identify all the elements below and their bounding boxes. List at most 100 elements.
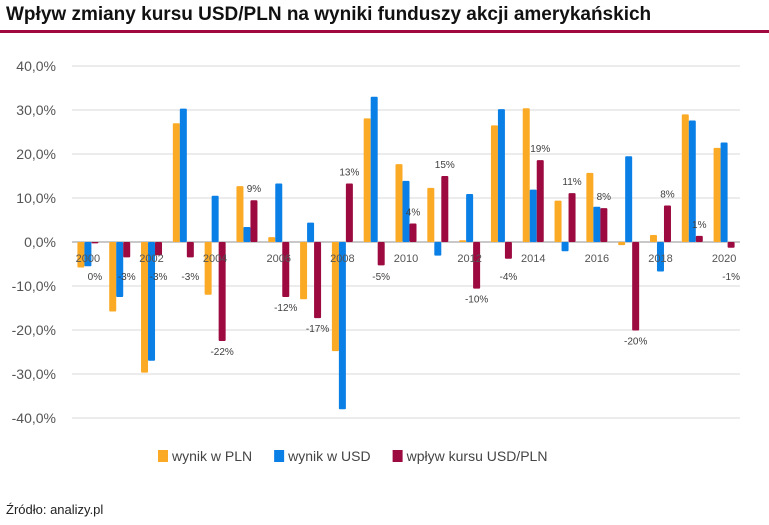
y-tick-label: -40,0% — [12, 410, 56, 426]
bar-wynik-w-pln-2005 — [236, 186, 244, 242]
bar-wynik-w-usd-2020 — [720, 142, 728, 242]
bar-wp-yw-kursu-usd-pln-2003 — [186, 242, 194, 258]
bar-wp-yw-kursu-usd-pln-2006 — [282, 242, 290, 297]
bar-wp-yw-kursu-usd-pln-2000 — [91, 242, 99, 244]
bar-wynik-w-pln-2011 — [427, 187, 435, 242]
source-note: Źródło: analizy.pl — [6, 502, 104, 517]
data-label: 19% — [530, 144, 550, 155]
bar-wp-yw-kursu-usd-pln-2012 — [473, 242, 481, 289]
data-label: 11% — [562, 177, 581, 188]
data-label: 8% — [597, 192, 612, 203]
x-tick-label: 2002 — [139, 253, 163, 265]
bar-wynik-w-pln-2015 — [554, 200, 562, 242]
y-tick-label: 30,0% — [16, 102, 56, 118]
bar-wynik-w-pln-2000 — [77, 242, 85, 268]
bar-wynik-w-usd-2008 — [338, 242, 346, 410]
bar-chart: 40,0% 30,0% 20,0% 10,0% 0,0% -10,0% -20,0% -30,… — [12, 58, 740, 464]
bar-wp-yw-kursu-usd-pln-2014 — [536, 160, 544, 242]
y-tick-label: -10,0% — [12, 278, 56, 294]
x-tick-label: 2004 — [203, 253, 227, 265]
bar-wp-yw-kursu-usd-pln-2008 — [345, 183, 353, 242]
bar-wynik-w-usd-2006 — [275, 183, 283, 242]
bar-wynik-w-pln-2012 — [459, 240, 467, 242]
x-tick-label: 2006 — [267, 253, 291, 265]
bar-wynik-w-usd-2011 — [434, 242, 442, 256]
bar-wp-yw-kursu-usd-pln-2007 — [314, 242, 322, 319]
data-label: -5% — [372, 272, 390, 283]
bar-wynik-w-usd-2005 — [243, 227, 251, 242]
bar-wynik-w-pln-2019 — [681, 114, 689, 242]
chart-title: Wpływ zmiany kursu USD/PLN na wyniki fun… — [6, 4, 652, 25]
bar-wynik-w-usd-2007 — [307, 222, 315, 242]
bar-wynik-w-usd-2014 — [529, 189, 537, 242]
data-label: -22% — [210, 347, 233, 358]
x-tick-label: 2012 — [457, 253, 481, 265]
legend-label: wynik w PLN — [171, 448, 252, 464]
bar-wynik-w-pln-2009 — [363, 118, 371, 242]
data-label: -1% — [722, 272, 740, 283]
title-underline — [0, 30, 769, 33]
legend-swatch — [392, 450, 403, 462]
bar-wynik-w-usd-2019 — [688, 120, 696, 242]
bar-wynik-w-usd-2002 — [148, 242, 156, 361]
data-label: 0% — [88, 272, 103, 283]
legend-label: wynik w USD — [287, 448, 370, 464]
y-tick-label: -20,0% — [12, 322, 56, 338]
bar-wynik-w-pln-2017 — [618, 242, 626, 246]
data-label: 13% — [339, 167, 359, 178]
bar-wp-yw-kursu-usd-pln-2011 — [441, 176, 449, 242]
data-label: 8% — [660, 189, 675, 200]
x-tick-label: 2016 — [585, 253, 609, 265]
bar-wynik-w-usd-2004 — [211, 195, 219, 242]
x-tick-label: 2008 — [330, 253, 354, 265]
x-tick-label: 2014 — [521, 253, 545, 265]
y-tick-label: 0,0% — [24, 234, 56, 250]
bar-wp-yw-kursu-usd-pln-2010 — [409, 223, 417, 242]
bar-wynik-w-pln-2001 — [109, 242, 117, 312]
x-tick-label: 2018 — [648, 253, 672, 265]
bar-wynik-w-usd-2010 — [402, 180, 410, 242]
data-label: -4% — [500, 272, 518, 283]
bar-wynik-w-pln-2006 — [268, 237, 276, 242]
data-label: -3% — [150, 272, 168, 283]
bar-wynik-w-pln-2002 — [141, 242, 149, 373]
x-tick-label: 2010 — [394, 253, 418, 265]
bar-wp-yw-kursu-usd-pln-2018 — [663, 205, 671, 242]
y-tick-label: -30,0% — [12, 366, 56, 382]
data-label: -10% — [465, 295, 488, 306]
bar-wynik-w-usd-2018 — [656, 242, 664, 272]
data-label: 4% — [406, 208, 421, 219]
bar-wynik-w-usd-2012 — [466, 194, 474, 242]
bar-wynik-w-pln-2016 — [586, 172, 594, 242]
bar-wp-yw-kursu-usd-pln-2001 — [123, 242, 131, 258]
data-label: -3% — [181, 272, 199, 283]
bar-wp-yw-kursu-usd-pln-2002 — [155, 242, 163, 256]
bar-wynik-w-pln-2010 — [395, 164, 403, 242]
bar-wp-yw-kursu-usd-pln-2004 — [218, 242, 226, 341]
bar-wp-yw-kursu-usd-pln-2009 — [377, 242, 385, 266]
bar-wynik-w-usd-2013 — [497, 109, 505, 243]
bar-wp-yw-kursu-usd-pln-2017 — [632, 242, 640, 331]
bar-wp-yw-kursu-usd-pln-2005 — [250, 200, 258, 242]
bar-wynik-w-usd-2001 — [116, 242, 124, 297]
bar-wynik-w-pln-2018 — [649, 234, 657, 242]
bar-wynik-w-pln-2020 — [713, 147, 721, 242]
bar-wynik-w-usd-2016 — [593, 206, 601, 242]
legend-label: wpływ kursu USD/PLN — [406, 448, 548, 464]
data-label: -17% — [306, 324, 329, 335]
bar-wynik-w-usd-2017 — [625, 156, 633, 242]
bar-wp-yw-kursu-usd-pln-2013 — [504, 242, 512, 259]
bar-wynik-w-pln-2008 — [331, 242, 339, 352]
x-tick-label: 2000 — [76, 253, 100, 265]
y-tick-label: 20,0% — [16, 146, 56, 162]
bar-wp-yw-kursu-usd-pln-2020 — [727, 242, 735, 248]
bar-wynik-w-usd-2003 — [179, 108, 187, 243]
data-label: 15% — [435, 160, 455, 171]
data-label: -20% — [624, 336, 647, 347]
bar-wynik-w-pln-2013 — [490, 125, 498, 242]
bar-wynik-w-usd-2000 — [84, 242, 92, 267]
bar-wp-yw-kursu-usd-pln-2015 — [568, 193, 576, 242]
data-label: 1% — [692, 220, 707, 231]
bar-wynik-w-pln-2003 — [172, 123, 180, 242]
